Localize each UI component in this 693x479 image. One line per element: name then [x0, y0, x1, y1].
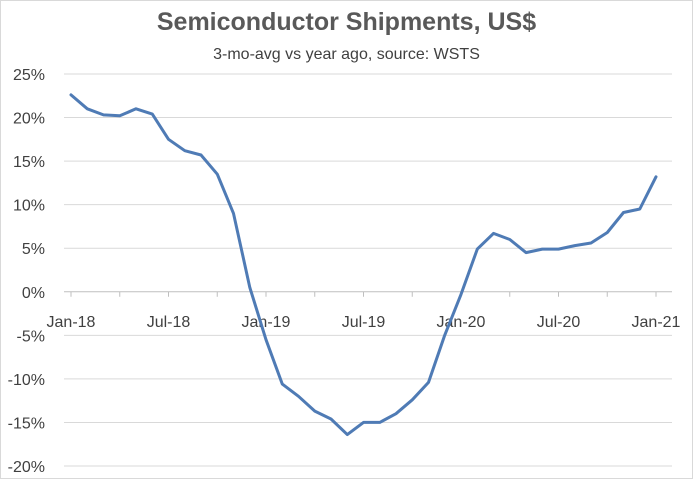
y-tick-label: 0% [22, 285, 45, 302]
chart-subtitle: 3-mo-avg vs year ago, source: WSTS [213, 46, 480, 63]
x-tick-label: Jan-19 [242, 314, 291, 331]
y-tick-label: 15% [13, 154, 45, 171]
y-tick-label: 20% [13, 111, 45, 128]
y-tick-label: -15% [8, 415, 45, 432]
y-tick-label: -5% [17, 328, 45, 345]
chart-title: Semiconductor Shipments, US$ [156, 8, 537, 36]
x-tick-label: Jul-18 [147, 314, 191, 331]
gridlines [64, 73, 672, 467]
y-tick-label: 25% [13, 67, 45, 84]
y-axis-tick-labels: 25% 20% 15% 10% 5% 0% -5% -10% -15% -20% [8, 67, 45, 476]
x-tick-label: Jul-20 [537, 314, 581, 331]
y-tick-label: 10% [13, 198, 45, 215]
x-axis-tick-labels: Jan-18 Jul-18 Jan-19 Jul-19 Jan-20 Jul-20 Jan-… [47, 314, 681, 331]
x-tick-label: Jan-18 [47, 314, 96, 331]
series-lines [69, 93, 658, 437]
y-tick-label: -20% [8, 459, 45, 476]
x-tick-label: Jul-19 [342, 314, 386, 331]
x-tick-label: Jan-21 [632, 314, 681, 331]
series-line [69, 93, 658, 437]
x-tick-label: Jan-20 [437, 314, 486, 331]
y-tick-label: -10% [8, 372, 45, 389]
y-tick-label: 5% [22, 241, 45, 258]
x-axis [64, 291, 672, 297]
